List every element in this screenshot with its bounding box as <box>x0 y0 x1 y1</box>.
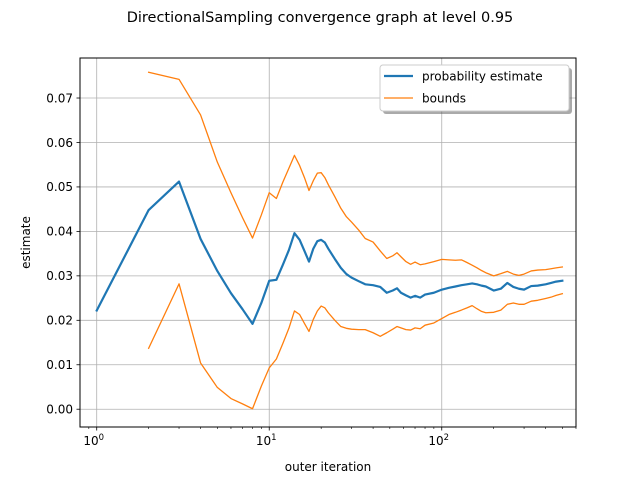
y-tick-label: 0.03 <box>46 269 73 283</box>
y-tick-label: 0.04 <box>46 225 73 239</box>
x-tick-label: 102 <box>428 433 449 448</box>
legend: probability estimate bounds <box>379 64 572 114</box>
series-line-upper-bound <box>147 71 564 277</box>
y-tick-label: 0.02 <box>46 314 73 328</box>
series-line-lower-bound <box>147 283 564 410</box>
legend-entry-label: probability estimate <box>422 70 543 84</box>
legend-entry-label: bounds <box>422 92 466 106</box>
y-tick-label: 0.07 <box>46 91 73 105</box>
axes-frame <box>79 57 577 428</box>
x-axis-label: outer iteration <box>285 460 371 474</box>
y-tick-label: 0.00 <box>46 403 73 417</box>
x-tick-label: 101 <box>256 433 277 448</box>
series-line-probability-estimate <box>95 180 564 325</box>
y-tick-label: 0.01 <box>46 358 73 372</box>
legend-box <box>379 64 570 112</box>
x-axis: 100 101 102 <box>83 427 577 448</box>
plot-area <box>95 71 564 410</box>
y-tick-label: 0.06 <box>46 136 73 150</box>
grid <box>80 58 576 427</box>
y-axis: 0.00 0.01 0.02 0.03 0.04 0.05 0.06 0.07 <box>46 91 80 417</box>
x-tick-label: 100 <box>83 433 104 448</box>
y-tick-label: 0.05 <box>46 180 73 194</box>
y-axis-label: estimate <box>19 216 33 269</box>
chart-title: DirectionalSampling convergence graph at… <box>127 10 514 26</box>
